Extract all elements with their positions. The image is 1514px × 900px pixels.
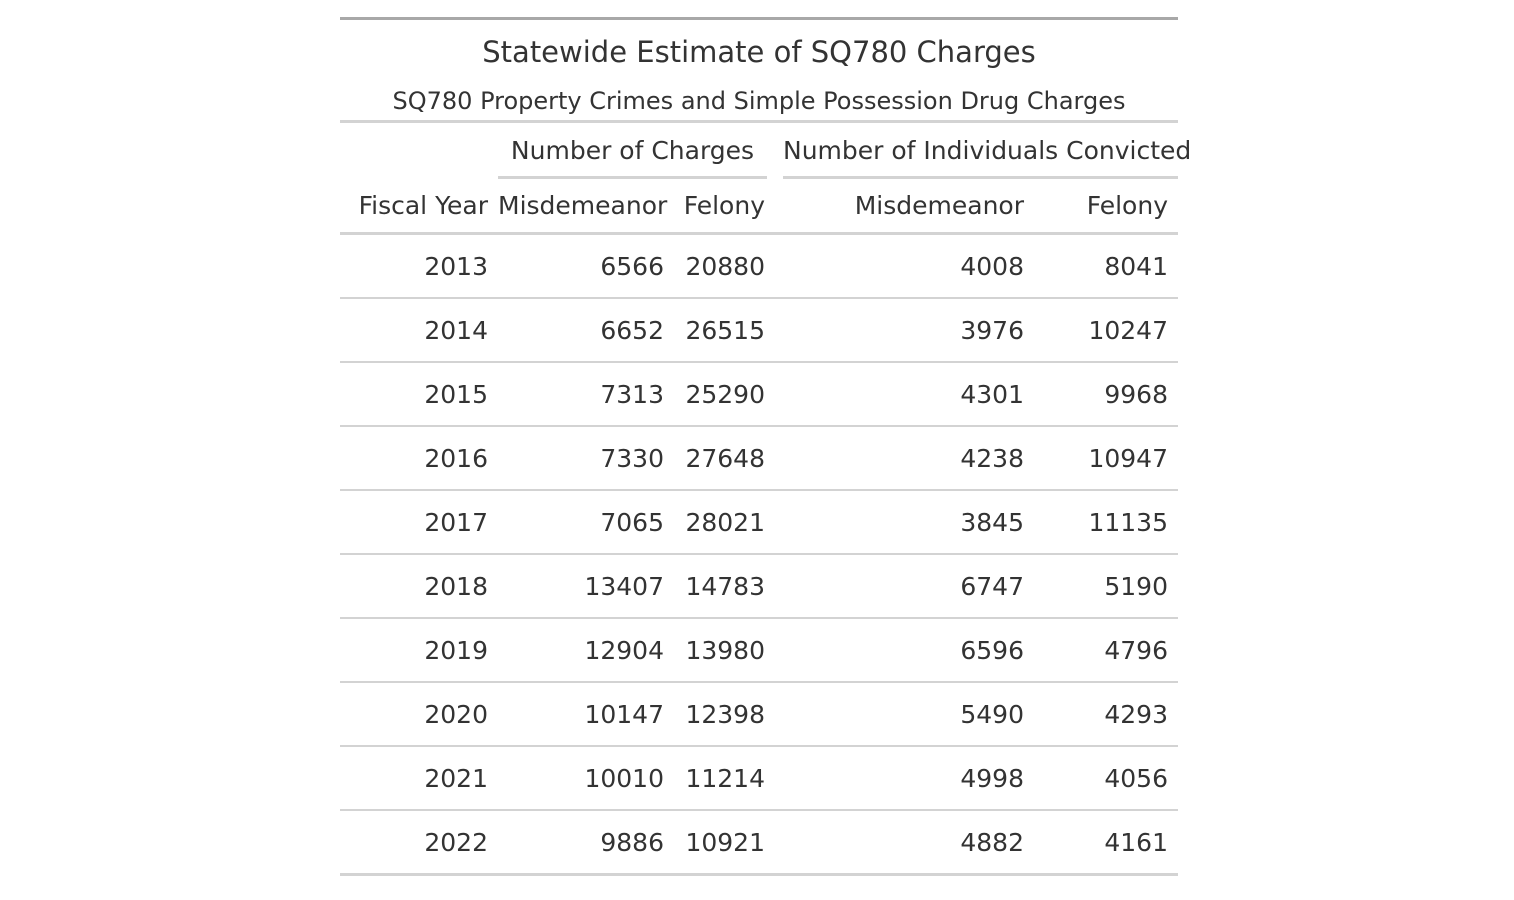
spanner-underline <box>498 176 767 179</box>
table-row: 2021 10010 11214 4998 4056 <box>340 746 1178 811</box>
cell-charges-felony: 26515 <box>674 298 775 363</box>
column-header-row: Fiscal Year Misdemeanor Felony Misdemean… <box>340 179 1178 235</box>
top-rule <box>340 17 1178 20</box>
spanner-underline <box>783 176 1178 179</box>
cell-charges-misdemeanor: 12904 <box>498 618 674 683</box>
cell-charges-misdemeanor: 7313 <box>498 362 674 427</box>
cell-fiscal-year: 2019 <box>340 618 498 683</box>
cell-convicted-misdemeanor: 4998 <box>775 746 1034 811</box>
cell-fiscal-year: 2017 <box>340 490 498 555</box>
cell-charges-felony: 12398 <box>674 682 775 747</box>
cell-convicted-felony: 10947 <box>1034 426 1178 491</box>
cell-charges-misdemeanor: 7330 <box>498 426 674 491</box>
cell-convicted-misdemeanor: 6596 <box>775 618 1034 683</box>
cell-fiscal-year: 2015 <box>340 362 498 427</box>
cell-charges-misdemeanor: 10147 <box>498 682 674 747</box>
cell-convicted-felony: 11135 <box>1034 490 1178 555</box>
cell-fiscal-year: 2018 <box>340 554 498 619</box>
column-header-charges-felony: Felony <box>674 179 775 235</box>
table-title: Statewide Estimate of SQ780 Charges <box>482 35 1036 69</box>
cell-fiscal-year: 2021 <box>340 746 498 811</box>
cell-convicted-felony: 10247 <box>1034 298 1178 363</box>
cell-charges-misdemeanor: 6566 <box>498 233 674 299</box>
data-table: Statewide Estimate of SQ780 Charges SQ78… <box>340 17 1191 876</box>
cell-charges-misdemeanor: 7065 <box>498 490 674 555</box>
table-row: 2019 12904 13980 6596 4796 <box>340 618 1178 683</box>
spanner-number-of-charges: Number of Charges <box>498 123 767 179</box>
cell-convicted-felony: 4161 <box>1034 810 1178 876</box>
cell-convicted-felony: 4293 <box>1034 682 1178 747</box>
cell-convicted-felony: 9968 <box>1034 362 1178 427</box>
table-row: 2016 7330 27648 4238 10947 <box>340 426 1178 491</box>
column-header-convicted-felony: Felony <box>1034 179 1178 235</box>
cell-convicted-misdemeanor: 4238 <box>775 426 1034 491</box>
cell-convicted-misdemeanor: 5490 <box>775 682 1034 747</box>
cell-charges-felony: 20880 <box>674 233 775 299</box>
cell-convicted-misdemeanor: 3976 <box>775 298 1034 363</box>
cell-convicted-misdemeanor: 4008 <box>775 233 1034 299</box>
column-header-convicted-misdemeanor: Misdemeanor <box>775 179 1034 235</box>
cell-fiscal-year: 2013 <box>340 233 498 299</box>
spanner-label: Number of Individuals Convicted <box>783 136 1192 165</box>
table-row: 2017 7065 28021 3845 11135 <box>340 490 1178 555</box>
cell-fiscal-year: 2020 <box>340 682 498 747</box>
cell-charges-felony: 13980 <box>674 618 775 683</box>
cell-charges-misdemeanor: 10010 <box>498 746 674 811</box>
cell-charges-felony: 14783 <box>674 554 775 619</box>
cell-fiscal-year: 2014 <box>340 298 498 363</box>
table-row: 2013 6566 20880 4008 8041 <box>340 233 1178 299</box>
spanner-label: Number of Charges <box>510 136 755 165</box>
table-row: 2020 10147 12398 5490 4293 <box>340 682 1178 747</box>
heading-rule <box>340 120 1178 123</box>
cell-convicted-felony: 4796 <box>1034 618 1178 683</box>
cell-charges-felony: 11214 <box>674 746 775 811</box>
cell-convicted-felony: 4056 <box>1034 746 1178 811</box>
spanner-number-of-individuals-convicted: Number of Individuals Convicted <box>783 123 1191 179</box>
cell-charges-misdemeanor: 6652 <box>498 298 674 363</box>
cell-charges-misdemeanor: 9886 <box>498 810 674 876</box>
cell-charges-felony: 27648 <box>674 426 775 491</box>
column-header-charges-misdemeanor: Misdemeanor <box>498 179 674 235</box>
table-subtitle: SQ780 Property Crimes and Simple Possess… <box>392 87 1126 115</box>
cell-convicted-misdemeanor: 3845 <box>775 490 1034 555</box>
spanner-row: Number of Charges Number of Individuals … <box>340 123 1191 179</box>
cell-charges-felony: 10921 <box>674 810 775 876</box>
table-body: 2013 6566 20880 4008 8041 2014 6652 26515 3976 10… <box>340 233 1178 876</box>
column-header-fiscal-year: Fiscal Year <box>340 179 498 235</box>
cell-convicted-misdemeanor: 4882 <box>775 810 1034 876</box>
cell-fiscal-year: 2022 <box>340 810 498 876</box>
cell-fiscal-year: 2016 <box>340 426 498 491</box>
cell-convicted-misdemeanor: 4301 <box>775 362 1034 427</box>
cell-charges-felony: 25290 <box>674 362 775 427</box>
cell-convicted-felony: 5190 <box>1034 554 1178 619</box>
cell-charges-felony: 28021 <box>674 490 775 555</box>
cell-convicted-misdemeanor: 6747 <box>775 554 1034 619</box>
cell-convicted-felony: 8041 <box>1034 233 1178 299</box>
cell-charges-misdemeanor: 13407 <box>498 554 674 619</box>
table-row: 2015 7313 25290 4301 9968 <box>340 362 1178 427</box>
table-grid: Fiscal Year Misdemeanor Felony Misdemean… <box>340 179 1178 876</box>
table-row: 2014 6652 26515 3976 10247 <box>340 298 1178 363</box>
table-row: 2022 9886 10921 4882 4161 <box>340 810 1178 876</box>
table-row: 2018 13407 14783 6747 5190 <box>340 554 1178 619</box>
